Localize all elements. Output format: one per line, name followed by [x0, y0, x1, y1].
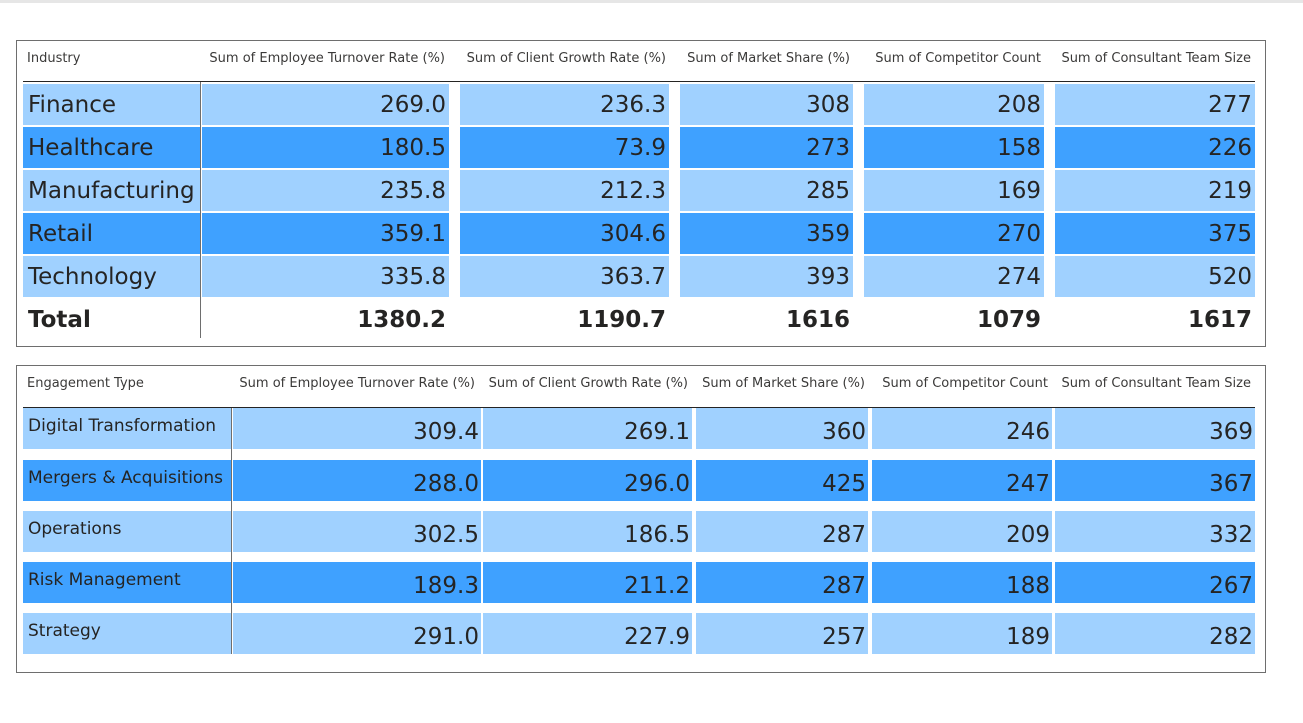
column-header-engagement-type[interactable]: Engagement Type — [27, 376, 144, 391]
cell-market-share: 285 — [680, 170, 853, 211]
cell-market-share: 359 — [680, 213, 853, 254]
cell-consultant-team-size: 369 — [1055, 408, 1255, 449]
row-label: Mergers & Acquisitions — [23, 460, 231, 501]
cell-market-share: 308 — [680, 84, 853, 125]
cell-consultant-team-size: 226 — [1055, 127, 1255, 168]
header-divider — [23, 407, 1255, 408]
row-header-divider — [231, 408, 232, 654]
cell-client-growth: 211.2 — [483, 562, 692, 603]
table-row[interactable]: Digital Transformation 309.4 269.1 360 2… — [17, 408, 1265, 449]
table-row[interactable]: Risk Management 189.3 211.2 287 188 267 — [17, 562, 1265, 603]
cell-market-share: 257 — [696, 613, 868, 654]
cell-employee-turnover: 235.8 — [202, 170, 449, 211]
cell-consultant-team-size: 520 — [1055, 256, 1255, 297]
header-divider — [23, 81, 1255, 82]
engagement-type-table-visual[interactable]: Engagement Type Sum of Employee Turnover… — [16, 365, 1266, 673]
cell-employee-turnover: 335.8 — [202, 256, 449, 297]
top-divider — [0, 0, 1303, 3]
row-label: Retail — [23, 213, 200, 254]
column-header-client-growth[interactable]: Sum of Client Growth Rate (%) — [488, 376, 688, 391]
table-row[interactable]: Healthcare 180.5 73.9 273 158 226 — [17, 127, 1265, 168]
cell-employee-turnover: 302.5 — [233, 511, 481, 552]
cell-consultant-team-size: 282 — [1055, 613, 1255, 654]
cell-competitor-count: 158 — [864, 127, 1044, 168]
cell-employee-turnover: 269.0 — [202, 84, 449, 125]
cell-competitor-count: 209 — [872, 511, 1052, 552]
table-row[interactable]: Strategy 291.0 227.9 257 189 282 — [17, 613, 1265, 654]
total-market-share: 1616 — [785, 307, 850, 333]
cell-competitor-count: 169 — [864, 170, 1044, 211]
industry-table-visual[interactable]: Industry Sum of Employee Turnover Rate (… — [16, 40, 1266, 347]
total-client-growth: 1190.7 — [577, 307, 666, 333]
cell-client-growth: 73.9 — [460, 127, 669, 168]
column-header-consultant-team-size[interactable]: Sum of Consultant Team Size — [1061, 51, 1251, 66]
cell-client-growth: 269.1 — [483, 408, 692, 449]
cell-competitor-count: 247 — [872, 460, 1052, 501]
total-competitor-count: 1079 — [976, 307, 1041, 333]
row-label: Risk Management — [23, 562, 231, 603]
cell-market-share: 393 — [680, 256, 853, 297]
cell-client-growth: 236.3 — [460, 84, 669, 125]
cell-client-growth: 186.5 — [483, 511, 692, 552]
table-row[interactable]: Operations 302.5 186.5 287 209 332 — [17, 511, 1265, 552]
column-header-employee-turnover[interactable]: Sum of Employee Turnover Rate (%) — [239, 376, 475, 391]
table-row[interactable]: Mergers & Acquisitions 288.0 296.0 425 2… — [17, 460, 1265, 501]
cell-consultant-team-size: 367 — [1055, 460, 1255, 501]
cell-consultant-team-size: 267 — [1055, 562, 1255, 603]
total-consultant-team-size: 1617 — [1187, 307, 1252, 333]
cell-consultant-team-size: 277 — [1055, 84, 1255, 125]
row-label: Finance — [23, 84, 200, 125]
row-label: Healthcare — [23, 127, 200, 168]
cell-market-share: 425 — [696, 460, 868, 501]
row-header-divider — [200, 82, 201, 338]
cell-client-growth: 212.3 — [460, 170, 669, 211]
table-row[interactable]: Technology 335.8 363.7 393 274 520 — [17, 256, 1265, 297]
cell-consultant-team-size: 375 — [1055, 213, 1255, 254]
cell-competitor-count: 246 — [872, 408, 1052, 449]
table-row[interactable]: Retail 359.1 304.6 359 270 375 — [17, 213, 1265, 254]
table-row[interactable]: Finance 269.0 236.3 308 208 277 — [17, 84, 1265, 125]
column-header-market-share[interactable]: Sum of Market Share (%) — [702, 376, 865, 391]
cell-client-growth: 363.7 — [460, 256, 669, 297]
cell-employee-turnover: 291.0 — [233, 613, 481, 654]
row-label: Technology — [23, 256, 200, 297]
cell-consultant-team-size: 332 — [1055, 511, 1255, 552]
column-header-client-growth[interactable]: Sum of Client Growth Rate (%) — [466, 51, 666, 66]
cell-market-share: 273 — [680, 127, 853, 168]
column-header-competitor-count[interactable]: Sum of Competitor Count — [882, 376, 1048, 391]
cell-client-growth: 227.9 — [483, 613, 692, 654]
cell-employee-turnover: 309.4 — [233, 408, 481, 449]
column-header-employee-turnover[interactable]: Sum of Employee Turnover Rate (%) — [209, 51, 445, 66]
cell-competitor-count: 270 — [864, 213, 1044, 254]
cell-employee-turnover: 180.5 — [202, 127, 449, 168]
total-employee-turnover: 1380.2 — [357, 307, 446, 333]
cell-client-growth: 304.6 — [460, 213, 669, 254]
cell-employee-turnover: 288.0 — [233, 460, 481, 501]
row-label: Operations — [23, 511, 231, 552]
table-header-row: Engagement Type Sum of Employee Turnover… — [17, 376, 1265, 398]
cell-competitor-count: 208 — [864, 84, 1044, 125]
cell-market-share: 287 — [696, 562, 868, 603]
column-header-competitor-count[interactable]: Sum of Competitor Count — [875, 51, 1041, 66]
cell-market-share: 287 — [696, 511, 868, 552]
column-header-consultant-team-size[interactable]: Sum of Consultant Team Size — [1061, 376, 1251, 391]
cell-market-share: 360 — [696, 408, 868, 449]
row-label: Manufacturing — [23, 170, 200, 211]
cell-client-growth: 296.0 — [483, 460, 692, 501]
cell-competitor-count: 188 — [872, 562, 1052, 603]
row-label: Strategy — [23, 613, 231, 654]
cell-employee-turnover: 359.1 — [202, 213, 449, 254]
table-row[interactable]: Manufacturing 235.8 212.3 285 169 219 — [17, 170, 1265, 211]
cell-competitor-count: 189 — [872, 613, 1052, 654]
cell-competitor-count: 274 — [864, 256, 1044, 297]
column-header-market-share[interactable]: Sum of Market Share (%) — [687, 51, 850, 66]
table-header-row: Industry Sum of Employee Turnover Rate (… — [17, 51, 1265, 73]
row-label: Digital Transformation — [23, 408, 231, 449]
cell-employee-turnover: 189.3 — [233, 562, 481, 603]
column-header-industry[interactable]: Industry — [27, 51, 81, 66]
total-label: Total — [28, 307, 91, 333]
cell-consultant-team-size: 219 — [1055, 170, 1255, 211]
